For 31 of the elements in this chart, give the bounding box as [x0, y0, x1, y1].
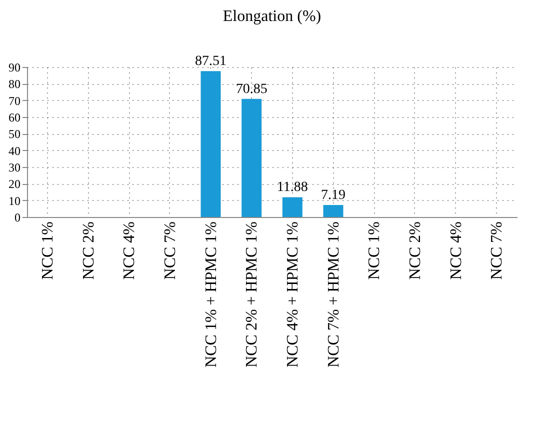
x-tick-label: NCC 1% + HPMC 1%: [202, 222, 220, 368]
x-tick-label: NCC 7%: [488, 222, 506, 280]
bar: [242, 98, 262, 217]
data-label: 87.51: [195, 54, 226, 70]
y-tick-label: 0: [14, 210, 20, 224]
x-tick-label: NCC 2% + HPMC 1%: [244, 222, 261, 368]
y-tick-label: 80: [8, 77, 20, 92]
y-tick-label: 40: [8, 144, 20, 158]
x-tick-label: NCC 2%: [406, 222, 424, 280]
x-tick-label: NCC 2%: [80, 222, 98, 280]
x-tick-label: NCC 7%: [162, 222, 179, 280]
x-tick-label: NCC 4% + HPMC 1%: [284, 222, 302, 368]
y-tick-label: 90: [8, 60, 20, 74]
y-tick-label: 10: [8, 194, 20, 208]
x-tick-label: NCC 1%: [366, 222, 384, 280]
y-tick-label: 20: [8, 177, 20, 192]
x-tick-label: NCC 4%: [121, 222, 138, 280]
y-tick-label: 50: [8, 127, 20, 142]
y-tick-label: 60: [8, 110, 20, 124]
data-label: 70.85: [236, 82, 268, 97]
chart-title: Elongation (%): [222, 8, 322, 26]
y-tick-label: 30: [8, 160, 20, 174]
data-label: 7.19: [321, 188, 346, 204]
bar: [200, 71, 221, 217]
x-tick-label: NCC 4%: [448, 222, 465, 280]
data-label: 11.88: [276, 180, 308, 196]
x-tick-label: NCC 7% + HPMC 1%: [325, 222, 342, 368]
x-tick-label: NCC 1%: [39, 222, 56, 280]
bar: [282, 197, 302, 217]
y-tick-label: 70: [8, 94, 20, 108]
bar: [323, 205, 344, 217]
